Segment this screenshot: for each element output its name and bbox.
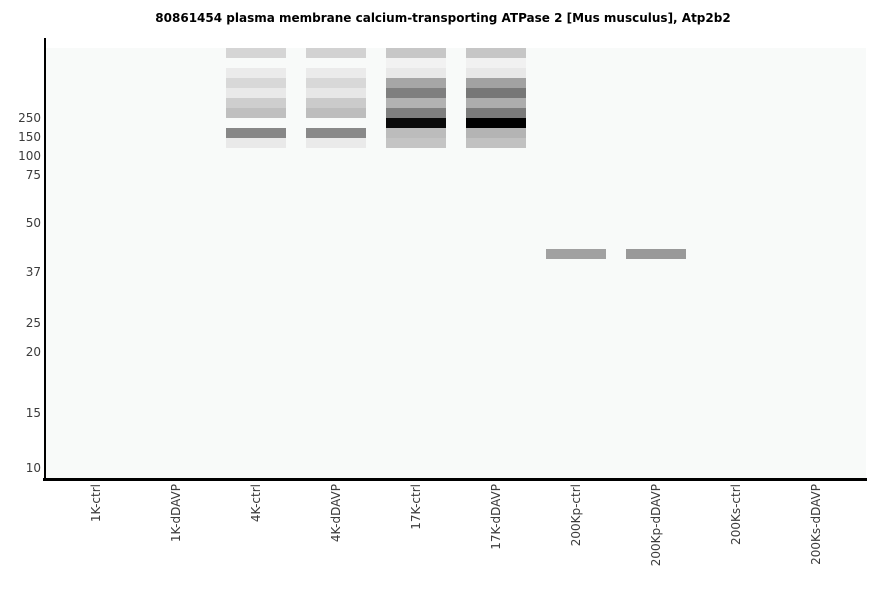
protein-band bbox=[226, 98, 286, 108]
protein-band bbox=[226, 78, 286, 88]
protein-band bbox=[466, 88, 526, 98]
y-axis-spine bbox=[44, 38, 46, 481]
protein-band bbox=[226, 138, 286, 148]
lane-label-4K-dDAVP: 4K-dDAVP bbox=[329, 484, 343, 543]
protein-band bbox=[306, 138, 366, 148]
y-tick-label-15: 15 bbox=[25, 406, 41, 420]
y-tick-label-150: 150 bbox=[18, 130, 41, 144]
protein-band bbox=[466, 48, 526, 58]
protein-band bbox=[306, 68, 366, 78]
protein-band bbox=[626, 249, 686, 259]
protein-band bbox=[386, 128, 446, 138]
y-tick-label-37: 37 bbox=[25, 265, 41, 279]
protein-band bbox=[386, 78, 446, 88]
protein-band bbox=[466, 78, 526, 88]
lane-label-200Kp-ctrl: 200Kp-ctrl bbox=[569, 484, 583, 547]
protein-band bbox=[306, 48, 366, 58]
protein-band bbox=[466, 138, 526, 148]
protein-band bbox=[386, 98, 446, 108]
y-tick-label-75: 75 bbox=[25, 168, 41, 182]
protein-band bbox=[306, 88, 366, 98]
protein-band bbox=[226, 48, 286, 58]
protein-band bbox=[386, 68, 446, 78]
y-tick-label-100: 100 bbox=[18, 149, 41, 163]
y-tick-label-50: 50 bbox=[25, 216, 41, 230]
protein-band bbox=[386, 138, 446, 148]
x-axis-spine bbox=[43, 478, 867, 481]
lane-label-1K-ctrl: 1K-ctrl bbox=[89, 484, 103, 523]
protein-band bbox=[546, 249, 606, 259]
protein-band bbox=[466, 108, 526, 118]
y-tick-label-25: 25 bbox=[25, 316, 41, 330]
protein-band bbox=[386, 108, 446, 118]
gel-background bbox=[46, 48, 866, 478]
y-tick-label-10: 10 bbox=[25, 461, 41, 475]
protein-band bbox=[226, 88, 286, 98]
protein-band bbox=[386, 58, 446, 68]
protein-band bbox=[466, 98, 526, 108]
protein-band bbox=[386, 48, 446, 58]
protein-band bbox=[306, 98, 366, 108]
lane-label-17K-dDAVP: 17K-dDAVP bbox=[489, 484, 503, 550]
lane-label-17K-ctrl: 17K-ctrl bbox=[409, 484, 423, 530]
lane-label-200Kp-dDAVP: 200Kp-dDAVP bbox=[649, 484, 663, 567]
protein-band bbox=[226, 108, 286, 118]
protein-band bbox=[386, 88, 446, 98]
protein-band bbox=[306, 78, 366, 88]
lane-label-4K-ctrl: 4K-ctrl bbox=[249, 484, 263, 523]
protein-band bbox=[226, 68, 286, 78]
y-tick-label-250: 250 bbox=[18, 111, 41, 125]
lane-label-1K-dDAVP: 1K-dDAVP bbox=[169, 484, 183, 543]
protein-band bbox=[226, 128, 286, 138]
protein-band bbox=[466, 58, 526, 68]
figure-title: 80861454 plasma membrane calcium-transpo… bbox=[155, 11, 731, 25]
lane-label-200Ks-ctrl: 200Ks-ctrl bbox=[729, 484, 743, 545]
lane-label-200Ks-dDAVP: 200Ks-dDAVP bbox=[809, 484, 823, 565]
protein-band bbox=[466, 128, 526, 138]
y-tick-label-20: 20 bbox=[25, 345, 41, 359]
protein-band bbox=[466, 68, 526, 78]
protein-band bbox=[306, 108, 366, 118]
protein-band bbox=[466, 118, 526, 128]
protein-band bbox=[386, 118, 446, 128]
protein-band bbox=[306, 128, 366, 138]
